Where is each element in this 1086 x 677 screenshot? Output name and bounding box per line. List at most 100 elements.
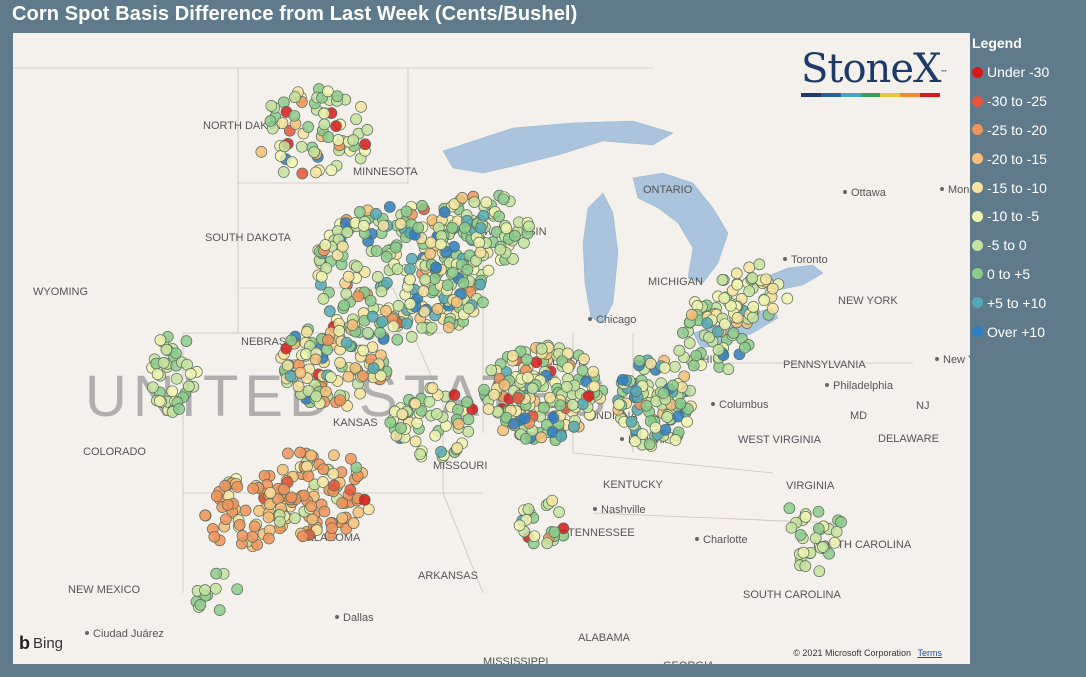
basis-point[interactable]: [333, 325, 346, 337]
basis-point[interactable]: [743, 285, 756, 298]
basis-point[interactable]: [364, 294, 377, 307]
basis-point[interactable]: [478, 383, 490, 396]
basis-point[interactable]: [473, 236, 486, 249]
basis-point[interactable]: [685, 308, 698, 321]
legend-item[interactable]: -10 to -5: [972, 202, 1084, 231]
basis-point[interactable]: [541, 537, 554, 550]
basis-point[interactable]: [766, 282, 779, 295]
basis-point[interactable]: [644, 357, 657, 370]
basis-point[interactable]: [380, 251, 393, 263]
basis-point[interactable]: [231, 480, 244, 493]
basis-point[interactable]: [317, 463, 330, 476]
basis-point[interactable]: [546, 494, 559, 507]
basis-point[interactable]: [588, 380, 601, 393]
basis-point[interactable]: [474, 246, 487, 259]
basis-point[interactable]: [674, 397, 687, 410]
basis-point[interactable]: [616, 374, 629, 386]
basis-point[interactable]: [658, 361, 671, 374]
basis-point[interactable]: [328, 479, 340, 492]
basis-point[interactable]: [351, 260, 363, 273]
basis-point[interactable]: [375, 285, 388, 298]
basis-point[interactable]: [743, 261, 756, 274]
basis-point[interactable]: [285, 334, 298, 347]
basis-point[interactable]: [477, 209, 490, 222]
basis-point[interactable]: [722, 363, 735, 376]
basis-point[interactable]: [330, 120, 342, 132]
basis-point[interactable]: [277, 166, 290, 178]
basis-point[interactable]: [797, 546, 810, 559]
basis-point[interactable]: [278, 140, 291, 153]
basis-point[interactable]: [296, 167, 309, 180]
basis-point[interactable]: [442, 321, 455, 334]
basis-point[interactable]: [528, 530, 541, 543]
basis-point[interactable]: [391, 333, 404, 346]
basis-point[interactable]: [160, 343, 173, 356]
basis-point[interactable]: [381, 276, 393, 289]
basis-point[interactable]: [520, 432, 532, 445]
basis-point[interactable]: [358, 494, 371, 506]
basis-point[interactable]: [781, 292, 794, 305]
basis-point[interactable]: [377, 219, 390, 232]
basis-point[interactable]: [361, 124, 374, 136]
basis-point[interactable]: [247, 482, 259, 495]
basis-point[interactable]: [210, 567, 223, 580]
basis-point[interactable]: [724, 299, 737, 312]
basis-point[interactable]: [263, 532, 275, 545]
basis-point[interactable]: [425, 321, 438, 334]
basis-point[interactable]: [746, 272, 759, 284]
basis-point[interactable]: [712, 344, 725, 356]
basis-point[interactable]: [210, 490, 223, 503]
basis-point[interactable]: [509, 230, 521, 242]
basis-point[interactable]: [231, 583, 244, 596]
basis-point[interactable]: [342, 370, 355, 383]
basis-point[interactable]: [417, 285, 430, 298]
basis-point[interactable]: [673, 344, 686, 357]
basis-point[interactable]: [669, 360, 681, 373]
basis-point[interactable]: [512, 391, 524, 404]
basis-point[interactable]: [548, 526, 561, 539]
basis-point[interactable]: [153, 395, 166, 407]
basis-point[interactable]: [305, 500, 318, 513]
basis-point[interactable]: [350, 461, 363, 474]
basis-point[interactable]: [640, 399, 653, 412]
basis-point[interactable]: [371, 271, 384, 283]
basis-point[interactable]: [180, 335, 193, 347]
basis-point[interactable]: [508, 417, 520, 430]
basis-point[interactable]: [544, 391, 556, 404]
basis-point[interactable]: [367, 362, 380, 374]
basis-point[interactable]: [236, 529, 249, 542]
basis-point[interactable]: [566, 399, 579, 411]
basis-point[interactable]: [294, 446, 306, 459]
basis-point[interactable]: [457, 276, 470, 289]
basis-point[interactable]: [183, 380, 195, 393]
basis-point[interactable]: [318, 505, 331, 518]
basis-point[interactable]: [418, 305, 431, 318]
basis-point[interactable]: [419, 273, 431, 286]
basis-point[interactable]: [352, 290, 365, 303]
basis-point[interactable]: [507, 253, 519, 265]
legend-item[interactable]: -15 to -10: [972, 173, 1084, 202]
basis-point[interactable]: [220, 513, 232, 526]
basis-point[interactable]: [578, 353, 590, 365]
basis-point[interactable]: [332, 134, 345, 146]
basis-point[interactable]: [404, 273, 416, 286]
basis-point[interactable]: [309, 353, 322, 366]
basis-point[interactable]: [342, 270, 355, 283]
basis-point[interactable]: [323, 305, 336, 317]
basis-point[interactable]: [809, 532, 822, 545]
basis-point[interactable]: [587, 365, 600, 378]
basis-point[interactable]: [474, 278, 487, 291]
basis-point[interactable]: [325, 164, 338, 177]
basis-point[interactable]: [315, 270, 328, 283]
basis-point[interactable]: [523, 220, 535, 233]
basis-point[interactable]: [739, 341, 751, 354]
basis-point[interactable]: [288, 109, 301, 122]
basis-point[interactable]: [462, 413, 475, 426]
basis-point[interactable]: [461, 263, 474, 276]
basis-point[interactable]: [494, 243, 507, 256]
basis-point[interactable]: [661, 411, 674, 423]
basis-point[interactable]: [344, 483, 357, 496]
basis-point[interactable]: [295, 140, 308, 153]
basis-point[interactable]: [428, 272, 441, 285]
basis-point[interactable]: [347, 517, 360, 529]
